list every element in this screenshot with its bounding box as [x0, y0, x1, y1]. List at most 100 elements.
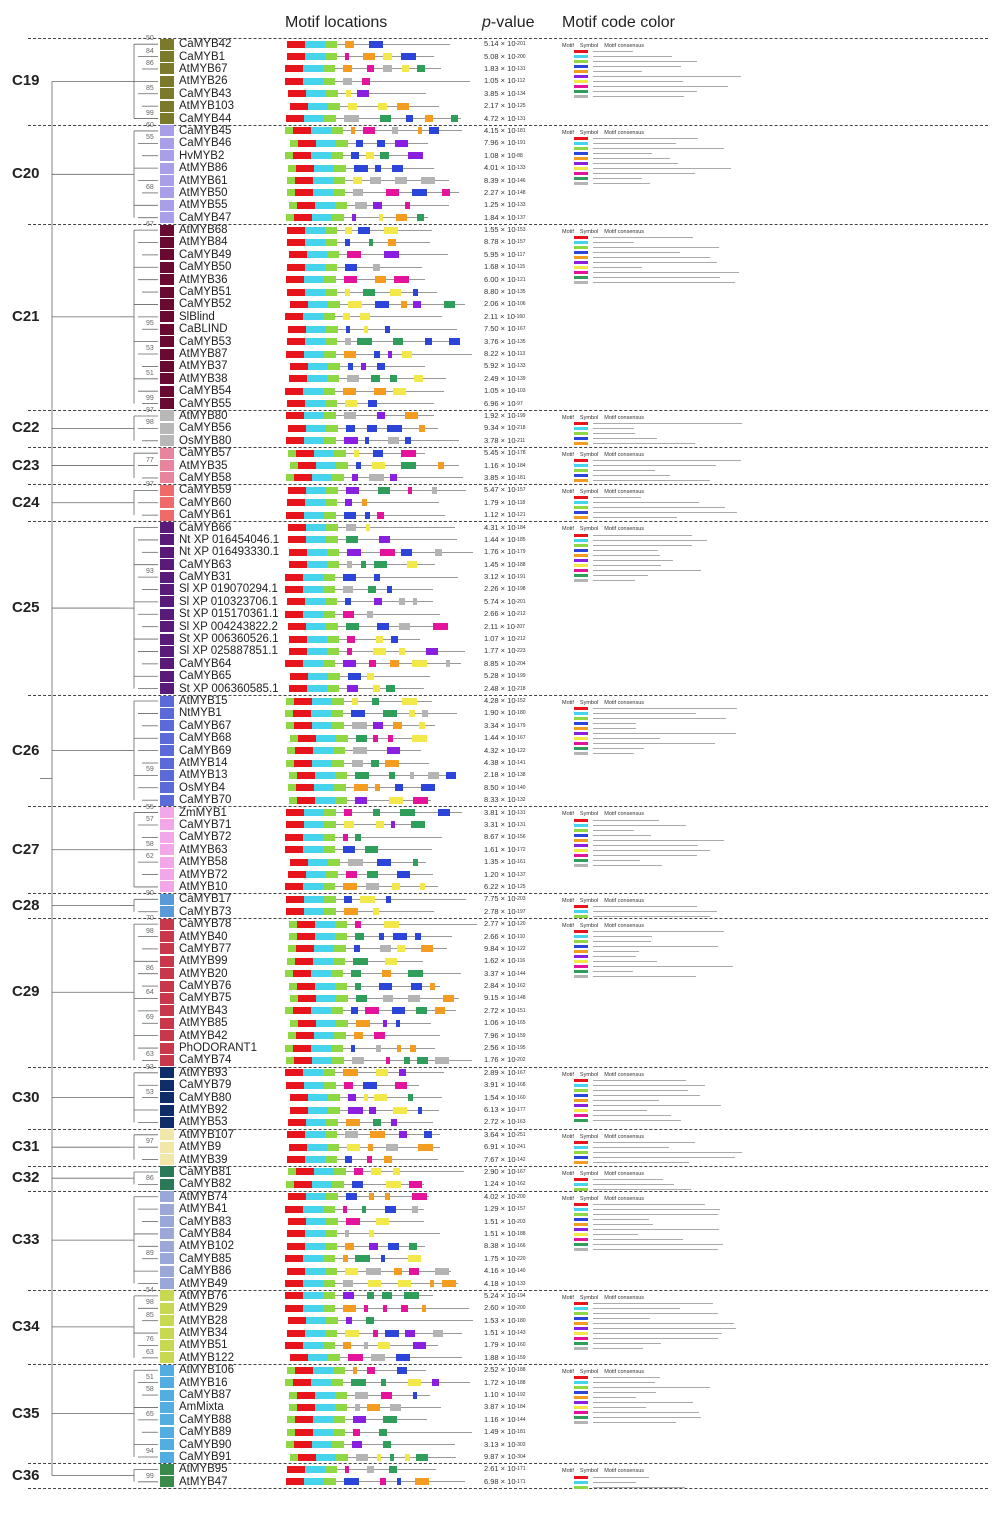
legend-header: Motif Symbol Motif consensus	[562, 1468, 685, 1474]
p-value: 5.45 × 10-178	[484, 448, 526, 458]
motif-2-block	[303, 1255, 323, 1263]
motif-2-block	[303, 573, 323, 581]
legend-row	[562, 1395, 710, 1400]
p-value: 3.31 × 10-131	[484, 820, 526, 830]
p-value-mantissa: 1.51 × 10	[484, 1228, 516, 1238]
p-value-exponent: -160	[515, 1094, 526, 1101]
p-value-exponent: -134	[515, 90, 526, 97]
p-value-exponent: -200	[515, 1305, 526, 1312]
motif-1-block	[287, 338, 305, 346]
p-value-exponent: -180	[515, 710, 526, 717]
p-value-exponent: -88	[515, 152, 523, 159]
motif-track	[290, 1019, 431, 1027]
motif-legend: Motif Symbol Motif consensus	[562, 489, 737, 520]
legend-consensus-bar	[593, 1119, 681, 1121]
legend-swatch	[574, 940, 588, 944]
legend-consensus-bar	[593, 951, 639, 953]
legend-row	[562, 577, 707, 582]
bootstrap-value: 50	[146, 35, 154, 43]
motif-4-block	[391, 635, 398, 643]
motif-3-block	[324, 895, 336, 903]
motif-1-block	[289, 1143, 307, 1151]
bootstrap-value: 98	[146, 1299, 154, 1307]
p-value-mantissa: 7.67 × 10	[484, 1154, 516, 1164]
legend-swatch	[574, 1178, 588, 1182]
motif-legend: Motif Symbol Motif consensus	[562, 229, 739, 285]
motif-6-block	[405, 1329, 415, 1337]
motif-4-block	[397, 1478, 401, 1486]
legend-swatch	[574, 1391, 588, 1395]
motif-4-block	[396, 1019, 400, 1027]
motif-track	[286, 350, 472, 358]
motif-8-block	[365, 1007, 379, 1015]
motif-9-block	[416, 1007, 427, 1015]
legend-consensus-bar	[593, 433, 635, 435]
motif-2-block	[307, 1143, 327, 1151]
motif-2-block	[307, 251, 327, 259]
legend-consensus-bar	[593, 1481, 636, 1483]
motif-2-block	[314, 784, 334, 792]
clade-label: C21	[12, 307, 40, 325]
motif-legend: Motif Symbol Motif consensus	[562, 1369, 710, 1425]
motif-8-block	[386, 189, 399, 197]
motif-2-block	[303, 883, 323, 891]
legend-swatch	[574, 1307, 588, 1311]
legend-consensus-bar	[593, 71, 642, 73]
motif-10-block	[347, 375, 359, 383]
clade-separator	[28, 409, 988, 411]
motif-10-block	[367, 1465, 374, 1473]
p-value-mantissa: 1.76 × 10	[484, 547, 516, 557]
p-value: 6.98 × 10-171	[484, 1477, 526, 1487]
motif-2-block	[305, 53, 325, 61]
p-value-mantissa: 8.50 × 10	[484, 782, 516, 792]
legend-swatch	[574, 1401, 588, 1405]
protein-line	[286, 217, 428, 219]
legend-row	[562, 176, 731, 181]
legend-row	[562, 500, 737, 505]
legend-swatch	[574, 1317, 588, 1321]
motif-track	[287, 53, 434, 61]
motif-2-block	[303, 65, 323, 73]
p-value: 1.07 × 10-212	[484, 634, 526, 644]
legend-header: Motif Symbol Motif consensus	[562, 1196, 723, 1202]
legend-row	[562, 64, 741, 69]
bootstrap-value: 59	[146, 766, 154, 774]
motif-5-block	[353, 1366, 357, 1374]
p-value: 1.83 × 10-131	[484, 64, 526, 74]
legend-row	[562, 468, 741, 473]
p-value-exponent: -188	[515, 561, 526, 568]
motif-3-block	[335, 920, 347, 928]
legend-swatch	[574, 578, 588, 582]
gene-label: AtMYB86	[179, 162, 228, 175]
gene-label: CaMYB81	[179, 1165, 232, 1178]
motif-track	[286, 809, 462, 817]
legend-swatch	[574, 970, 588, 974]
motif-5-block	[415, 1478, 429, 1486]
p-value-italic: p	[482, 14, 491, 31]
legend-consensus-bar	[593, 460, 741, 462]
legend-header: Motif Symbol Motif consensus	[562, 527, 707, 533]
legend-row	[562, 1341, 736, 1346]
p-value-exponent: -153	[515, 227, 526, 234]
motif-1-block	[286, 511, 304, 519]
motif-3-block	[325, 1242, 337, 1250]
legend-swatch	[574, 727, 588, 731]
p-value-exponent: -110	[515, 933, 526, 940]
motif-8-block	[388, 734, 393, 742]
gene-label: AtMYB53	[179, 1116, 228, 1129]
bootstrap-value: 68	[146, 183, 154, 191]
motif-2-block	[312, 474, 332, 482]
clade-color-square	[160, 1315, 174, 1327]
legend-consensus-bar	[593, 1161, 689, 1163]
gene-label: CaMYB61	[179, 509, 232, 522]
p-value-mantissa: 1.72 × 10	[484, 1377, 516, 1387]
motif-10-block	[352, 1056, 364, 1064]
p-value: 1.49 × 10-181	[484, 1427, 526, 1437]
legend-consensus-bar	[593, 267, 642, 269]
motif-2-block	[312, 1056, 332, 1064]
legend-consensus-bar	[593, 1476, 649, 1478]
motif-4-block	[374, 350, 380, 358]
motif-track	[286, 276, 425, 284]
motif-4-block	[425, 338, 432, 346]
legend-consensus-bar	[593, 1303, 713, 1305]
